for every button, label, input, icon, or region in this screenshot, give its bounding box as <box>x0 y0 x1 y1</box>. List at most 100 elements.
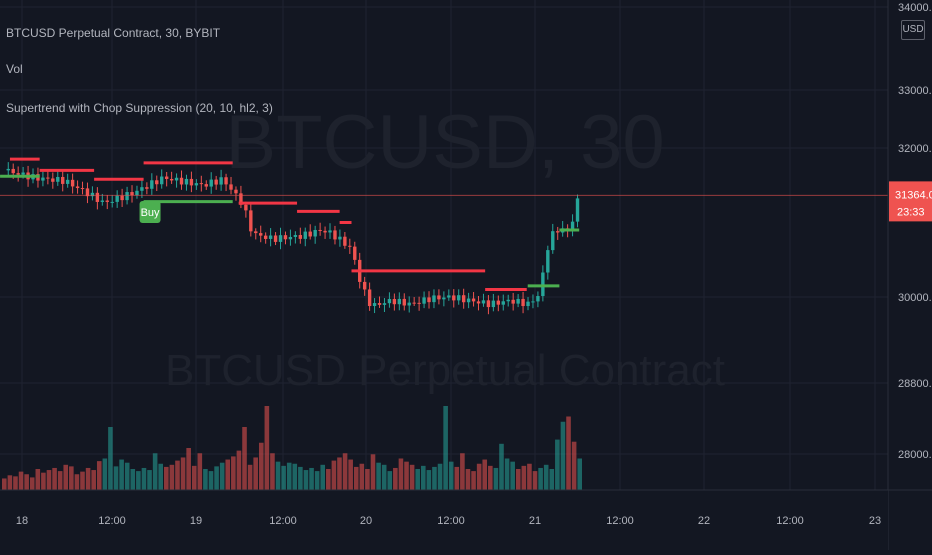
volume-bar <box>74 474 80 490</box>
volume-bar <box>555 439 560 490</box>
candle-body <box>254 231 258 234</box>
candle-body <box>338 236 342 240</box>
candle-body <box>184 178 189 185</box>
symbol-title[interactable]: BTCUSD Perpetual Contract, 30, BYBIT <box>6 26 221 40</box>
candle-body <box>402 298 406 306</box>
candle-body <box>239 193 243 205</box>
volume-bar <box>359 463 365 490</box>
candle-body <box>353 246 357 260</box>
volume-bar <box>387 471 393 490</box>
candle-body <box>481 300 486 304</box>
volume-bar <box>515 469 521 490</box>
candle-body <box>209 179 213 187</box>
volume-bar <box>482 459 488 490</box>
candle-body <box>224 177 228 185</box>
volume-bar <box>164 466 169 490</box>
candle-body <box>471 298 476 302</box>
volume-bar <box>493 467 499 490</box>
candle-body <box>174 177 179 181</box>
candle-body <box>95 192 100 202</box>
volume-bar <box>448 461 454 490</box>
volume-bar <box>415 469 420 490</box>
volume-legend[interactable]: Vol <box>6 62 23 76</box>
volume-bar <box>264 406 270 490</box>
candle-body <box>318 229 322 231</box>
candle-body <box>21 172 25 175</box>
candle-body <box>397 298 402 305</box>
time-tick-label: 12:00 <box>98 515 126 527</box>
candle-body <box>362 281 367 290</box>
candle-body <box>575 198 580 222</box>
candle-body <box>556 231 560 233</box>
volume-bar <box>309 467 314 490</box>
candle-body <box>169 178 174 181</box>
price-tick-label: 32000.0 <box>898 143 932 155</box>
candle-body <box>135 190 139 196</box>
candle-body <box>164 176 169 179</box>
volume-bar <box>376 462 381 490</box>
price-tick-label: 28800.0 <box>898 378 932 390</box>
last-price-badge[interactable] <box>889 181 932 222</box>
price-tick-label: 30000.0 <box>898 292 932 304</box>
volume-bar <box>454 466 460 490</box>
candle-body <box>531 301 535 303</box>
time-tick-label: 12:00 <box>776 515 804 527</box>
candle-body <box>387 298 392 304</box>
candle-body <box>303 231 307 239</box>
candle-body <box>521 298 525 307</box>
candle-body <box>407 302 411 306</box>
time-axis-bg <box>0 490 888 550</box>
candle-body <box>189 178 194 186</box>
volume-bar <box>231 456 236 490</box>
candle-body <box>234 189 238 194</box>
time-tick-label: 22 <box>698 515 710 527</box>
candle-body <box>392 298 397 305</box>
candle-body <box>51 178 55 182</box>
volume-bar <box>504 458 510 490</box>
volume-bar <box>560 421 566 490</box>
candle-body <box>382 303 387 305</box>
candle-body <box>442 297 446 300</box>
candle-body <box>476 301 481 304</box>
candle-body <box>328 230 332 233</box>
candle-body <box>427 297 431 303</box>
volume-bar <box>63 464 69 490</box>
volume-bar <box>549 469 555 490</box>
volume-bar <box>242 427 247 490</box>
candle-body <box>432 295 436 303</box>
candle-body <box>323 230 327 233</box>
volume-bar <box>41 472 46 490</box>
volume-bar <box>52 467 57 490</box>
volume-bar <box>499 443 504 490</box>
volume-bar <box>7 475 13 490</box>
time-tick-label: 12:00 <box>606 515 634 527</box>
volume-bar <box>219 462 225 490</box>
candle-body <box>466 298 471 303</box>
time-tick-label: 23 <box>869 515 881 527</box>
volume-bar <box>404 461 409 490</box>
volume-bar <box>13 476 18 490</box>
candle-body <box>259 233 263 236</box>
volume-bar <box>331 460 337 490</box>
buy-signal-label[interactable] <box>139 201 161 223</box>
candle-body <box>140 187 144 191</box>
volume-bar <box>527 463 532 490</box>
candle-body <box>244 204 248 211</box>
volume-bar <box>314 471 320 490</box>
indicator-legend[interactable]: Supertrend with Chop Suppression (20, 10… <box>6 101 273 115</box>
volume-bar <box>113 466 119 490</box>
volume-bar <box>203 469 208 490</box>
candle-body <box>6 168 10 171</box>
candle-body <box>486 300 491 308</box>
candle-body <box>105 200 109 202</box>
currency-button[interactable]: USD <box>901 20 925 40</box>
watermark-symbol: BTCUSD, 30 <box>225 100 664 185</box>
volume-bar <box>91 470 96 490</box>
volume-bar <box>180 457 186 490</box>
candle-body <box>155 180 159 185</box>
volume-bar <box>29 477 35 490</box>
volume-bar <box>197 453 203 490</box>
volume-bar <box>342 453 348 490</box>
